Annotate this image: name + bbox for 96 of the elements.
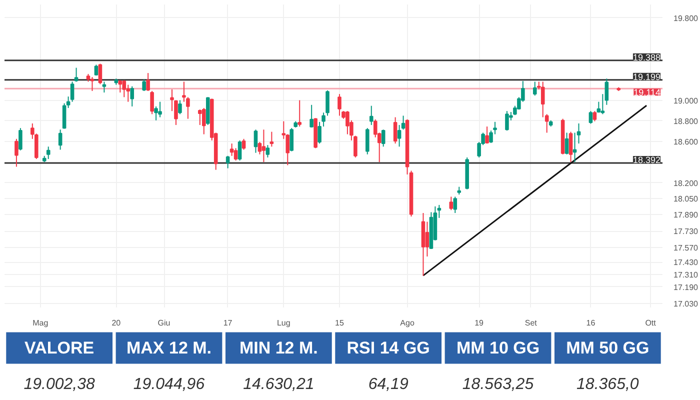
candlestick	[122, 80, 126, 98]
x-tick-label: Lug	[276, 318, 290, 328]
x-tick-label: 15	[335, 318, 344, 328]
candlestick	[326, 90, 330, 116]
candlestick	[425, 221, 430, 257]
candlestick	[234, 148, 238, 162]
candlestick	[158, 101, 162, 118]
candlestick	[322, 112, 326, 128]
candlestick	[142, 78, 146, 92]
candlestick	[604, 78, 609, 106]
x-tick-label: Giu	[158, 318, 170, 328]
candlestick	[226, 155, 230, 169]
y-tick-label: 17.430	[674, 258, 699, 268]
candlestick	[318, 121, 322, 144]
y-tick-label: 18.050	[674, 194, 699, 204]
candlestick	[18, 128, 22, 151]
candlestick	[540, 81, 545, 118]
candlestick	[338, 94, 342, 116]
candlestick	[154, 106, 158, 121]
candlestick	[238, 140, 242, 162]
text: MM 50 GG	[566, 338, 650, 358]
ref-line-label: 19.388	[632, 52, 661, 62]
x-tick-label: Mag	[32, 318, 48, 328]
candlestick	[298, 100, 302, 128]
candlestick	[178, 100, 182, 115]
candlestick	[242, 138, 246, 150]
candlestick	[198, 109, 202, 126]
y-tick-label: 19.800	[674, 14, 699, 23]
candlestick	[14, 138, 18, 168]
candlestick	[254, 129, 258, 154]
candlestick	[98, 63, 102, 85]
candlestick	[505, 110, 509, 132]
text: MAX 12 M.	[126, 338, 212, 358]
candlestick	[393, 116, 398, 144]
candlestick	[102, 81, 106, 94]
text: MM 10 GG	[456, 338, 540, 358]
y-tick-label: 17.570	[674, 244, 699, 253]
candlestick	[266, 144, 270, 158]
x-tick-label: Ott	[645, 318, 657, 328]
candlestick	[130, 86, 134, 107]
candlestick	[366, 128, 370, 155]
candlestick	[564, 132, 569, 155]
x-tick-label: Set	[524, 318, 538, 328]
candlestick	[146, 72, 150, 92]
candlestick	[449, 196, 454, 211]
candlestick	[62, 102, 66, 130]
ref-line-label: 19.114	[634, 88, 660, 98]
text: 19.044,96	[133, 376, 205, 393]
candlestick	[126, 84, 130, 102]
text: 18.563,25	[462, 376, 534, 393]
ref-line-label: 18.392	[632, 155, 661, 166]
candlestick	[572, 132, 577, 163]
candlestick	[90, 76, 94, 92]
candlestick	[588, 110, 593, 124]
x-tick-label: 19	[474, 318, 484, 328]
candlestick	[600, 94, 605, 115]
candlestick	[485, 126, 489, 144]
text: 18.365,0	[576, 376, 639, 393]
candlestick	[118, 80, 122, 94]
candlestick	[46, 146, 50, 160]
y-tick-label: 18.800	[674, 116, 699, 126]
ref-line-label: 19.199	[632, 72, 661, 82]
x-tick-label: 20	[112, 318, 122, 328]
y-tick-label: 17.890	[674, 210, 699, 220]
y-tick-label: 18.200	[674, 178, 699, 188]
candlestick	[568, 131, 573, 163]
y-tick-label: 18.600	[674, 138, 699, 147]
candlestick	[381, 129, 386, 148]
x-tick-label: 16	[586, 318, 596, 328]
candlestick	[202, 107, 206, 135]
candlestick	[453, 196, 458, 214]
text: 19.002,38	[24, 376, 96, 393]
candlestick	[592, 110, 597, 122]
y-tick-label: 17.730	[674, 227, 699, 236]
candlestick	[290, 128, 294, 152]
candlestick	[262, 129, 266, 163]
candlestick	[230, 143, 234, 156]
candlestick	[369, 105, 374, 126]
candlestick	[74, 67, 78, 82]
candlestick	[270, 131, 274, 148]
text: 64,19	[368, 376, 408, 393]
y-tick-label: 17.030	[674, 299, 699, 308]
text: VALORE	[24, 338, 94, 358]
candlestick	[58, 129, 62, 150]
text: 14.630,21	[243, 376, 314, 393]
text: MIN 12 M.	[239, 338, 318, 358]
x-tick-label: 17	[223, 318, 233, 328]
text: RSI 14 GG	[346, 338, 430, 358]
y-tick-label: 17.190	[674, 282, 699, 292]
candlestick	[532, 81, 537, 96]
y-tick-label: 19.000	[674, 96, 699, 106]
y-tick-label: 17.310	[674, 270, 699, 280]
candlestick	[397, 124, 402, 148]
candlestick	[310, 104, 314, 128]
x-tick-label: Ago	[400, 318, 415, 328]
candlestick	[150, 90, 154, 115]
